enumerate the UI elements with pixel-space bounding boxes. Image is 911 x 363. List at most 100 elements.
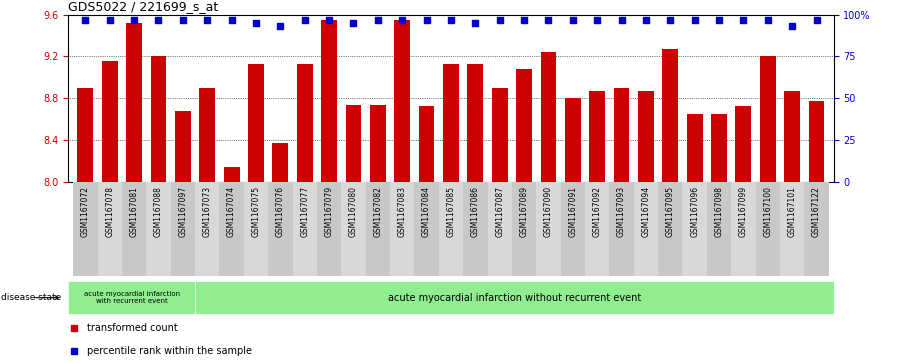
Bar [122,182,147,276]
Bar [784,91,800,182]
Bar [370,105,385,182]
Bar [707,182,732,276]
Bar [419,106,435,182]
Bar [390,182,415,276]
Point [249,20,263,26]
Point [493,17,507,23]
Point [517,17,531,23]
Bar [638,91,654,182]
Bar [585,182,609,276]
Bar [150,56,167,182]
Text: GSM1167078: GSM1167078 [106,186,114,237]
Text: GSM1167094: GSM1167094 [641,186,650,237]
Text: GSM1167095: GSM1167095 [666,186,675,237]
Point [224,17,239,23]
Text: GSM1167100: GSM1167100 [763,186,773,237]
Bar [200,87,215,182]
Bar [687,114,702,182]
Bar [614,87,630,182]
Point [444,17,458,23]
Point [614,17,629,23]
Bar [292,182,317,276]
Text: GSM1167083: GSM1167083 [398,186,406,237]
Bar [760,56,775,182]
Bar [268,182,292,276]
Bar [195,182,220,276]
Point [297,17,312,23]
Point [346,20,361,26]
Bar [487,182,512,276]
Bar [439,182,463,276]
Bar [195,281,834,314]
Bar [634,182,658,276]
Bar [127,23,142,182]
Point [102,17,117,23]
Bar [682,182,707,276]
Text: GSM1167074: GSM1167074 [227,186,236,237]
Bar [780,182,804,276]
Text: GSM1167080: GSM1167080 [349,186,358,237]
Point [541,17,556,23]
Bar [517,69,532,182]
Bar [342,182,365,276]
Bar [97,182,122,276]
Text: GSM1167086: GSM1167086 [471,186,480,237]
Point [127,17,141,23]
Bar [658,182,682,276]
Text: GSM1167072: GSM1167072 [81,186,90,237]
Text: GSM1167087: GSM1167087 [496,186,504,237]
Point [761,17,775,23]
Point [322,17,336,23]
Bar [662,49,678,182]
Text: GSM1167085: GSM1167085 [446,186,456,237]
Point [711,17,726,23]
Bar [415,182,439,276]
Point [468,20,483,26]
Text: GSM1167082: GSM1167082 [374,186,383,237]
Point [273,23,288,29]
Text: GSM1167084: GSM1167084 [422,186,431,237]
Bar [345,105,362,182]
Point [590,17,605,23]
Bar [394,20,410,182]
Bar [512,182,537,276]
Text: disease state: disease state [2,293,62,302]
Text: GDS5022 / 221699_s_at: GDS5022 / 221699_s_at [68,0,219,13]
Bar [711,114,727,182]
Point [78,17,93,23]
Text: GSM1167096: GSM1167096 [691,186,699,237]
Bar [73,182,97,276]
Text: GSM1167097: GSM1167097 [179,186,188,237]
Bar [170,182,195,276]
Bar [443,64,459,182]
Bar [804,182,829,276]
Text: GSM1167088: GSM1167088 [154,186,163,237]
Bar [537,182,560,276]
Text: GSM1167093: GSM1167093 [617,186,626,237]
Bar [224,167,240,182]
Point [419,17,434,23]
Bar [297,64,312,182]
Point [688,17,702,23]
Text: GSM1167081: GSM1167081 [129,186,138,237]
Bar [732,182,755,276]
Bar [244,182,268,276]
Point [176,17,190,23]
Bar [463,182,487,276]
Bar [492,87,507,182]
Bar [609,182,634,276]
Text: GSM1167101: GSM1167101 [788,186,796,237]
Point [639,17,653,23]
Point [785,23,800,29]
Bar [317,182,342,276]
Bar [68,281,195,314]
Text: GSM1167090: GSM1167090 [544,186,553,237]
Text: GSM1167099: GSM1167099 [739,186,748,237]
Text: GSM1167076: GSM1167076 [276,186,285,237]
Point [809,17,824,23]
Bar [147,182,170,276]
Text: percentile rank within the sample: percentile rank within the sample [87,346,251,356]
Text: GSM1167079: GSM1167079 [324,186,333,237]
Point [394,17,409,23]
Point [663,17,678,23]
